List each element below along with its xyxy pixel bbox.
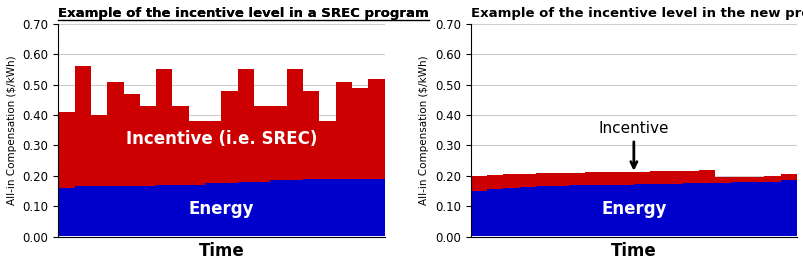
Text: Energy: Energy xyxy=(189,200,254,218)
Text: Incentive (i.e. SREC): Incentive (i.e. SREC) xyxy=(125,130,316,148)
Y-axis label: All-in Compensation ($/kWh): All-in Compensation ($/kWh) xyxy=(419,55,429,205)
Text: Example of the incentive level in the new program: Example of the incentive level in the ne… xyxy=(470,7,803,20)
Y-axis label: All-in Compensation ($/kWh): All-in Compensation ($/kWh) xyxy=(7,55,17,205)
Text: Example of the incentive level in a SREC program: Example of the incentive level in a SREC… xyxy=(58,7,429,20)
X-axis label: Time: Time xyxy=(198,242,244,260)
X-axis label: Time: Time xyxy=(610,242,656,260)
Text: Incentive: Incentive xyxy=(598,121,668,168)
Title: Example of the incentive level in a SREC program: Example of the incentive level in a SREC… xyxy=(58,7,429,20)
Text: Energy: Energy xyxy=(601,200,666,218)
